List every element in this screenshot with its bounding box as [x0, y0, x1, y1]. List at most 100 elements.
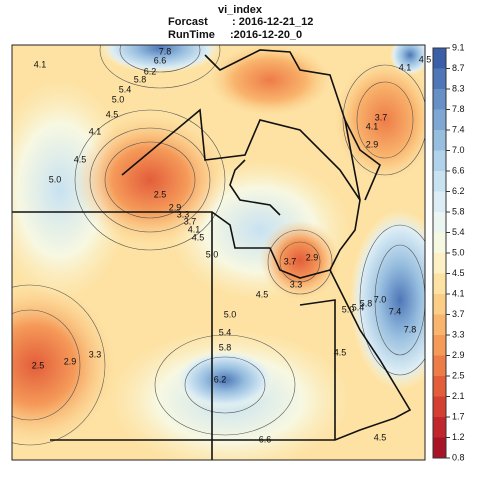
contour-label: 5.0: [49, 174, 62, 184]
colorbar-swatch: [433, 191, 446, 213]
contour-label: 4.1: [89, 126, 102, 136]
colorbar-label: 1.7: [452, 411, 465, 421]
contour-label: 4.5: [419, 54, 432, 64]
contour-label: 2.9: [64, 356, 77, 366]
contour-label: 7.8: [404, 324, 417, 334]
colorbar-swatch: [433, 355, 446, 377]
colorbar-swatch: [433, 273, 446, 295]
contour-label: 6.6: [154, 55, 167, 65]
field: [12, 45, 425, 460]
contour-label: 5.8: [134, 74, 147, 84]
border-line: [204, 49, 381, 201]
colorbar-label: 8.3: [452, 83, 465, 93]
colorbar: 9.1 8.7 8.3 7.8 7.4 7.0 6.6 6.2 5.8 5.4 5.0 4.5 4.1 3…: [432, 42, 465, 462]
colorbar-label: 3.7: [452, 309, 465, 319]
contour-line: [104, 141, 196, 219]
contour-label: 5.8: [360, 298, 373, 308]
contour-label: 3.3: [177, 209, 190, 219]
contour-label: 6.2: [214, 374, 227, 384]
contour-label: 4.1: [366, 121, 379, 131]
colorbar-label: 2.9: [452, 350, 465, 360]
colorbar-swatch: [433, 68, 446, 90]
border-line: [12, 211, 331, 279]
runtime-label: RunTime: [168, 29, 215, 41]
field-blob: [210, 45, 330, 115]
contour-label: 5.0: [206, 249, 219, 259]
contour-label: 2.9: [169, 202, 182, 212]
contour-label: 3.7: [284, 256, 297, 266]
contour-label: 2.5: [154, 189, 167, 199]
colorbar-label: 3.3: [452, 329, 465, 339]
colorbar-swatch: [433, 294, 446, 315]
field-blob: [12, 285, 115, 445]
contour-line: [359, 224, 425, 376]
contour-label: 5.4: [119, 84, 132, 94]
colorbar-label: 2.5: [452, 370, 465, 380]
colorbar-swatch: [433, 437, 446, 459]
contour-line: [99, 45, 221, 89]
colorbar-label: 8.7: [452, 63, 465, 73]
forecast-value: : 2016-12-21_12: [232, 16, 313, 28]
contour-label: 4.5: [334, 347, 347, 357]
contour-label: 4.5: [374, 432, 387, 442]
border-line: [50, 269, 412, 441]
field-blob: [390, 45, 425, 75]
contour-line: [342, 64, 425, 176]
contour-label: 5.4: [352, 302, 365, 312]
contour-label: 2.9: [306, 252, 319, 262]
contour-label: 5.0: [342, 304, 355, 314]
colorbar-swatch: [433, 417, 446, 438]
colorbar-label: 6.2: [452, 186, 465, 196]
contours: [12, 45, 425, 446]
contour-label: 4.5: [192, 232, 205, 242]
borders: [12, 49, 412, 460]
contour-label: 2.9: [366, 139, 379, 149]
colorbar-label: 6.6: [452, 165, 465, 175]
contour-labels: 4.17.86.66.25.85.45.04.54.14.55.02.52.93…: [32, 46, 432, 444]
colorbar-label: 7.0: [452, 145, 465, 155]
contour-line: [74, 109, 226, 251]
contour-label: 3.3: [89, 349, 102, 359]
colorbar-swatch: [433, 376, 446, 397]
contour-label: 7.8: [159, 46, 172, 56]
colorbar-swatch: [433, 396, 446, 418]
contour-label: 7.0: [374, 294, 387, 304]
field-blob: [260, 220, 340, 300]
contour-line: [89, 127, 211, 233]
colorbar-label: 0.8: [452, 452, 465, 462]
contour-label: 4.1: [188, 224, 201, 234]
colorbar-swatch: [433, 130, 446, 151]
colorbar-label: 5.4: [452, 227, 465, 237]
colorbar-label: 4.5: [452, 268, 465, 278]
contour-label: 5.4: [219, 327, 232, 337]
colorbar-swatch: [433, 314, 446, 336]
colorbar-label: 5.0: [452, 247, 465, 257]
colorbar-swatch: [433, 171, 446, 192]
colorbar-label: 4.1: [452, 288, 465, 298]
field-blob: [350, 210, 425, 390]
contour-label: 4.1: [34, 59, 47, 69]
contour-label: 4.5: [256, 289, 269, 299]
colorbar-label: 5.8: [452, 206, 465, 216]
colorbar-swatch: [433, 150, 446, 172]
title: vi_index: [218, 4, 263, 16]
contour-label: 5.0: [224, 309, 237, 319]
contour-label: 3.7: [184, 216, 197, 226]
contour-label: 2.5: [32, 360, 45, 370]
field-blob: [175, 350, 275, 410]
colorbar-label: 1.2: [452, 432, 465, 442]
runtime-value: :2016-12-20_0: [230, 29, 302, 41]
field-blob: [100, 45, 220, 73]
border-line: [121, 108, 361, 201]
colorbar-swatch: [433, 253, 446, 274]
contour-label: 3.7: [375, 112, 388, 122]
colorbar-label: 9.1: [452, 42, 465, 52]
contour-line: [374, 244, 425, 356]
contour-line: [12, 309, 81, 421]
map-frame: [11, 44, 426, 461]
contour-label: 5.0: [112, 94, 125, 104]
contour-line: [356, 81, 414, 159]
contour-label: 4.5: [106, 109, 119, 119]
contour-line: [267, 229, 333, 295]
